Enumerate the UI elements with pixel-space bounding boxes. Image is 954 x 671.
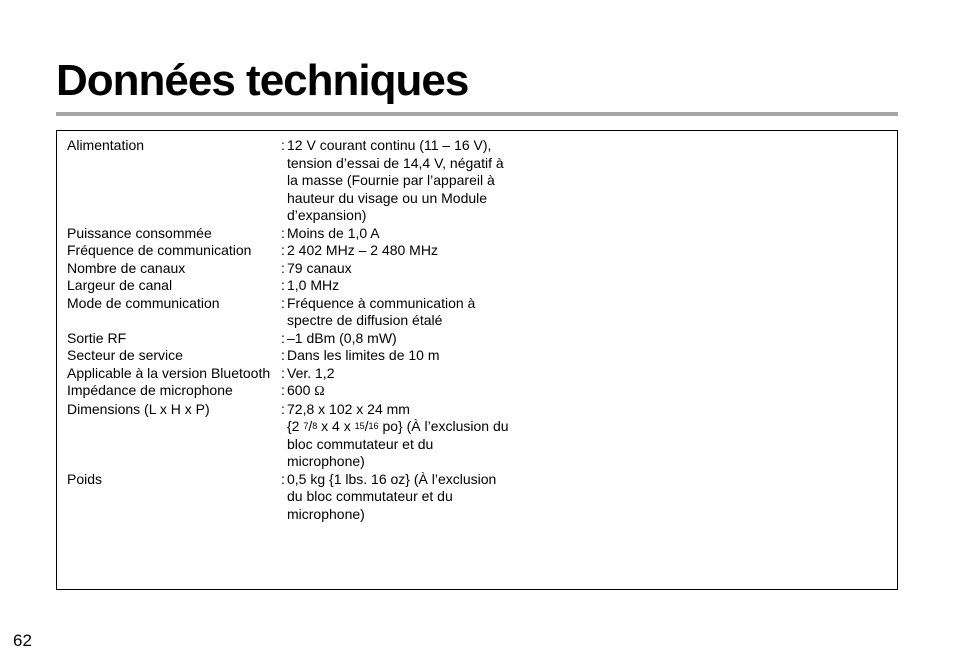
spec-value: Fréquence à communication à spectre de d… xyxy=(287,295,511,330)
page-title: Données techniques xyxy=(56,56,898,106)
spec-value: 1,0 MHz xyxy=(287,277,511,295)
spec-value: 0,5 kg {1 lbs. 16 oz} (À l’exclusion du … xyxy=(287,471,511,524)
spec-row: Poids: 0,5 kg {1 lbs. 16 oz} (À l’exclus… xyxy=(67,471,887,524)
spec-label: Mode de communication xyxy=(67,295,281,313)
spec-row: Puissance consommée:Moins de 1,0 A xyxy=(67,225,887,243)
spec-row: Sortie RF:–1 dBm (0,8 mW) xyxy=(67,330,887,348)
spec-row: Fréquence de communication:2 402 MHz – 2… xyxy=(67,242,887,260)
page-number: 62 xyxy=(13,631,32,651)
spec-label: Alimentation xyxy=(67,137,281,155)
spec-row: Secteur de service:Dans les limites de 1… xyxy=(67,347,887,365)
spec-value: Moins de 1,0 A xyxy=(287,225,511,243)
spec-value: 72,8 x 102 x 24 mm{2 7/8 x 4 x 15/16 po}… xyxy=(287,401,511,471)
spec-row: Impédance de microphone:600 Ω xyxy=(67,382,887,401)
spec-row: Dimensions (L x H x P):72,8 x 102 x 24 m… xyxy=(67,401,887,471)
spec-label: Impédance de microphone xyxy=(67,382,281,400)
spec-value: Ver. 1,2 xyxy=(287,365,511,383)
spec-label: Secteur de service xyxy=(67,347,281,365)
spec-value: –1 dBm (0,8 mW) xyxy=(287,330,511,348)
spec-value: 600 Ω xyxy=(287,382,511,401)
spec-value: 79 canaux xyxy=(287,260,511,278)
spec-label: Sortie RF xyxy=(67,330,281,348)
spec-row: Largeur de canal:1,0 MHz xyxy=(67,277,887,295)
spec-label: Dimensions (L x H x P) xyxy=(67,401,281,419)
spec-value: Dans les limites de 10 m xyxy=(287,347,511,365)
page: Données techniques Alimentation:12 V cou… xyxy=(0,0,954,671)
spec-row: Alimentation:12 V courant continu (11 – … xyxy=(67,137,887,225)
spec-label: Poids xyxy=(67,471,281,489)
spec-label: Puissance consommée xyxy=(67,225,281,243)
spec-label: Largeur de canal xyxy=(67,277,281,295)
spec-label: Applicable à la version Bluetooth xyxy=(67,365,281,383)
specs-box: Alimentation:12 V courant continu (11 – … xyxy=(56,130,898,590)
spec-row: Nombre de canaux:79 canaux xyxy=(67,260,887,278)
spec-value: 2 402 MHz – 2 480 MHz xyxy=(287,242,511,260)
spec-row: Mode de communication:Fréquence à commun… xyxy=(67,295,887,330)
title-rule xyxy=(56,112,898,116)
spec-row: Applicable à la version Bluetooth:Ver. 1… xyxy=(67,365,887,383)
spec-label: Nombre de canaux xyxy=(67,260,281,278)
spec-value: 12 V courant continu (11 – 16 V), tensio… xyxy=(287,137,511,225)
spec-label: Fréquence de communication xyxy=(67,242,281,260)
